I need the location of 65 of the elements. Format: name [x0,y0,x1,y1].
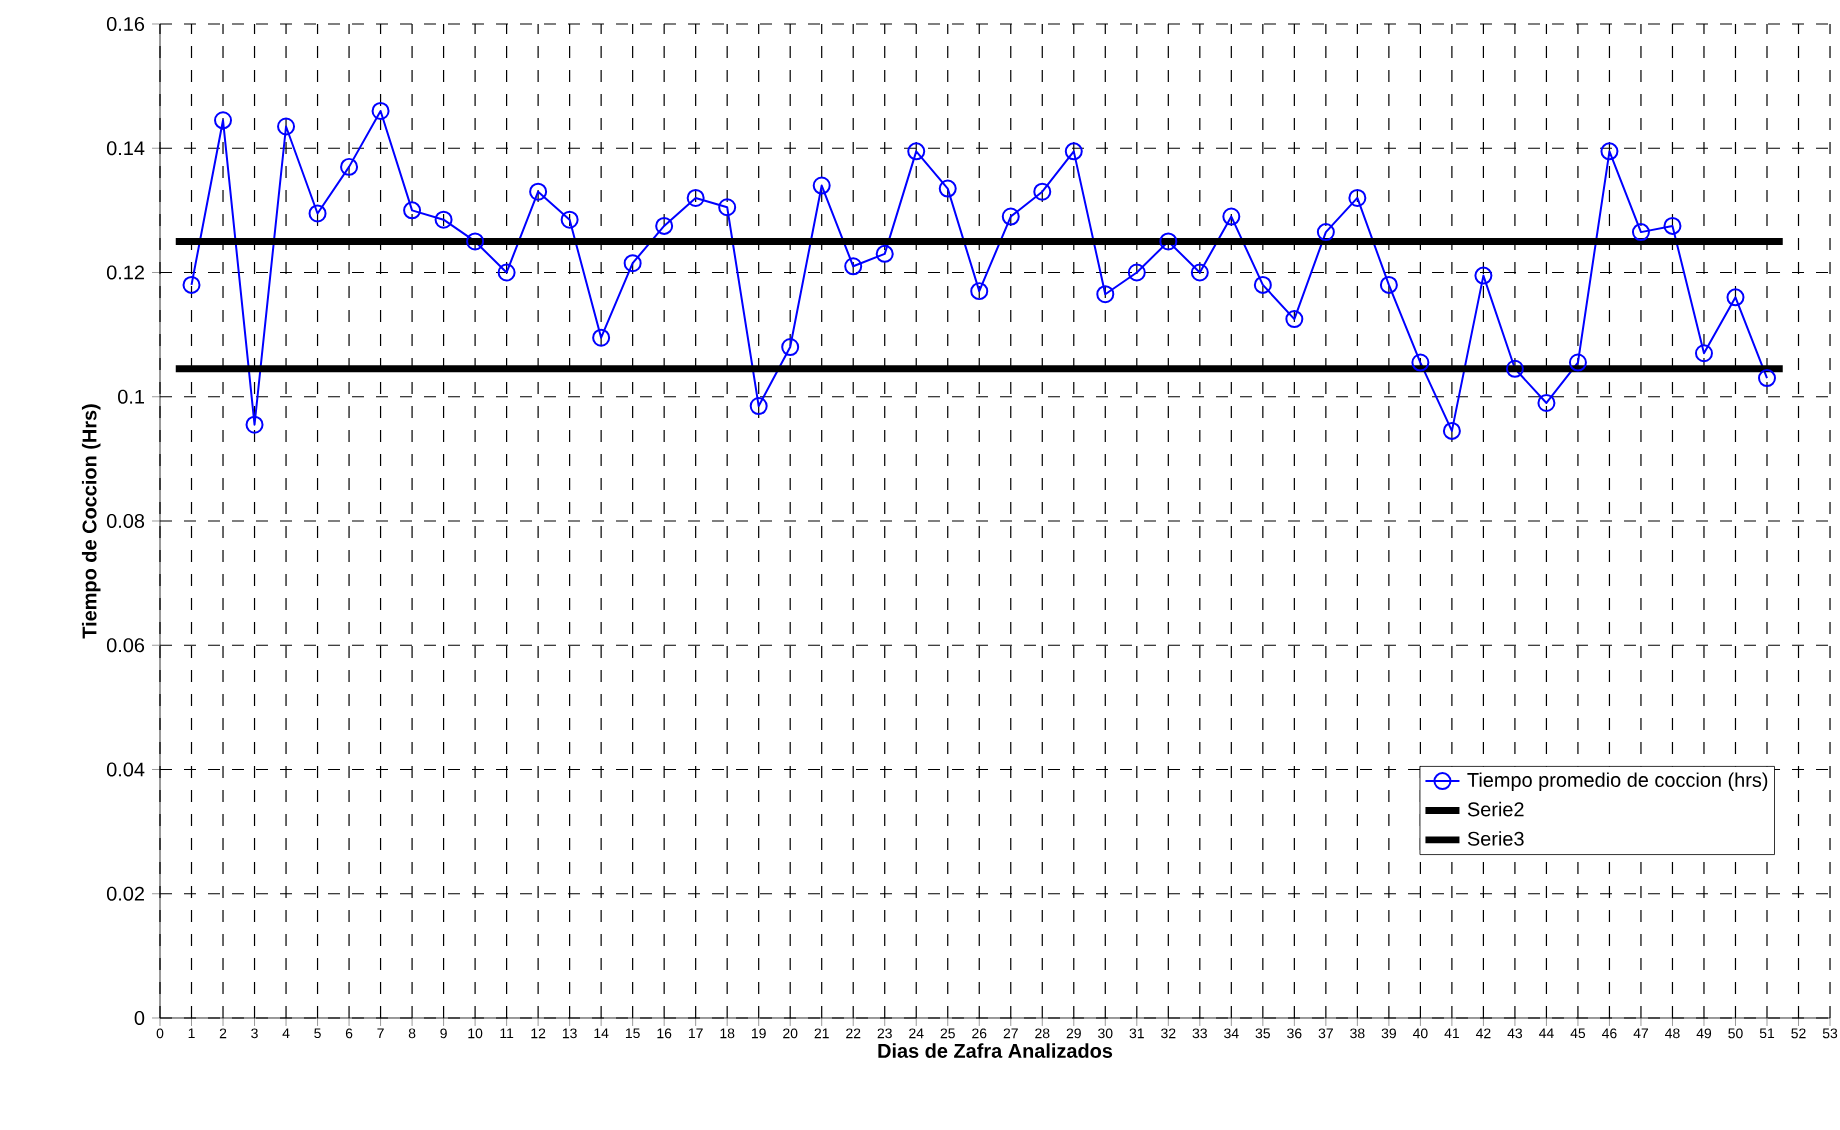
point [466,232,485,251]
point [812,176,831,195]
point [938,179,957,198]
point [1222,207,1241,226]
point [1379,275,1398,294]
legend-label: Serie2 [1467,801,1524,817]
point [1568,353,1587,372]
y-tick-label: 0.14 [106,141,145,156]
point [1316,223,1335,242]
point [1190,263,1209,282]
y-tick-label: 0.1 [118,389,144,404]
point [1758,369,1776,388]
x-axis-title: Dias de Zafra Analizados [878,1043,1113,1058]
point [1001,207,1020,226]
point [1033,182,1052,201]
y-tick-label: 0 [134,1010,145,1026]
point [749,397,768,416]
y-tick-label: 0.02 [106,886,144,901]
point [718,198,737,217]
point [1694,344,1713,363]
point [970,282,989,301]
point [1600,142,1619,161]
point [1631,223,1650,242]
point [1253,275,1272,294]
point [1411,353,1430,372]
point [182,275,201,294]
y-tick-label: 0.04 [106,762,145,777]
point [434,210,453,229]
point [1474,266,1493,285]
point [371,101,390,120]
y-tick-label: 0.16 [106,16,145,32]
point [592,328,611,347]
legend-label: Serie3 [1467,831,1524,846]
point [844,257,863,276]
point [340,157,359,176]
y-axis-title: Tiempo de Coccion (Hrs) [81,404,101,639]
legend-label: Tiempo promedio de coccion (hrs) [1467,772,1768,791]
point [403,201,422,220]
point [623,254,642,273]
y-tick-label: 0.12 [106,265,144,280]
point [1159,232,1178,251]
point [907,142,926,161]
point [1442,421,1461,440]
point [308,204,327,223]
y-tick-label: 0.06 [106,638,145,653]
point [1127,263,1146,282]
point [245,415,264,434]
point [497,263,516,282]
point [875,244,894,263]
point [1726,288,1745,307]
point [1663,216,1682,235]
point [1348,188,1367,207]
point [1505,359,1524,378]
point [277,117,296,136]
point [686,188,705,207]
y-tick-label: 0.08 [106,513,145,529]
point [529,182,548,201]
point [1064,142,1083,161]
point [781,338,800,357]
point [1285,310,1304,329]
point [214,111,233,130]
point [560,210,579,229]
point [1096,285,1115,304]
point [655,216,674,235]
point [1537,393,1556,412]
